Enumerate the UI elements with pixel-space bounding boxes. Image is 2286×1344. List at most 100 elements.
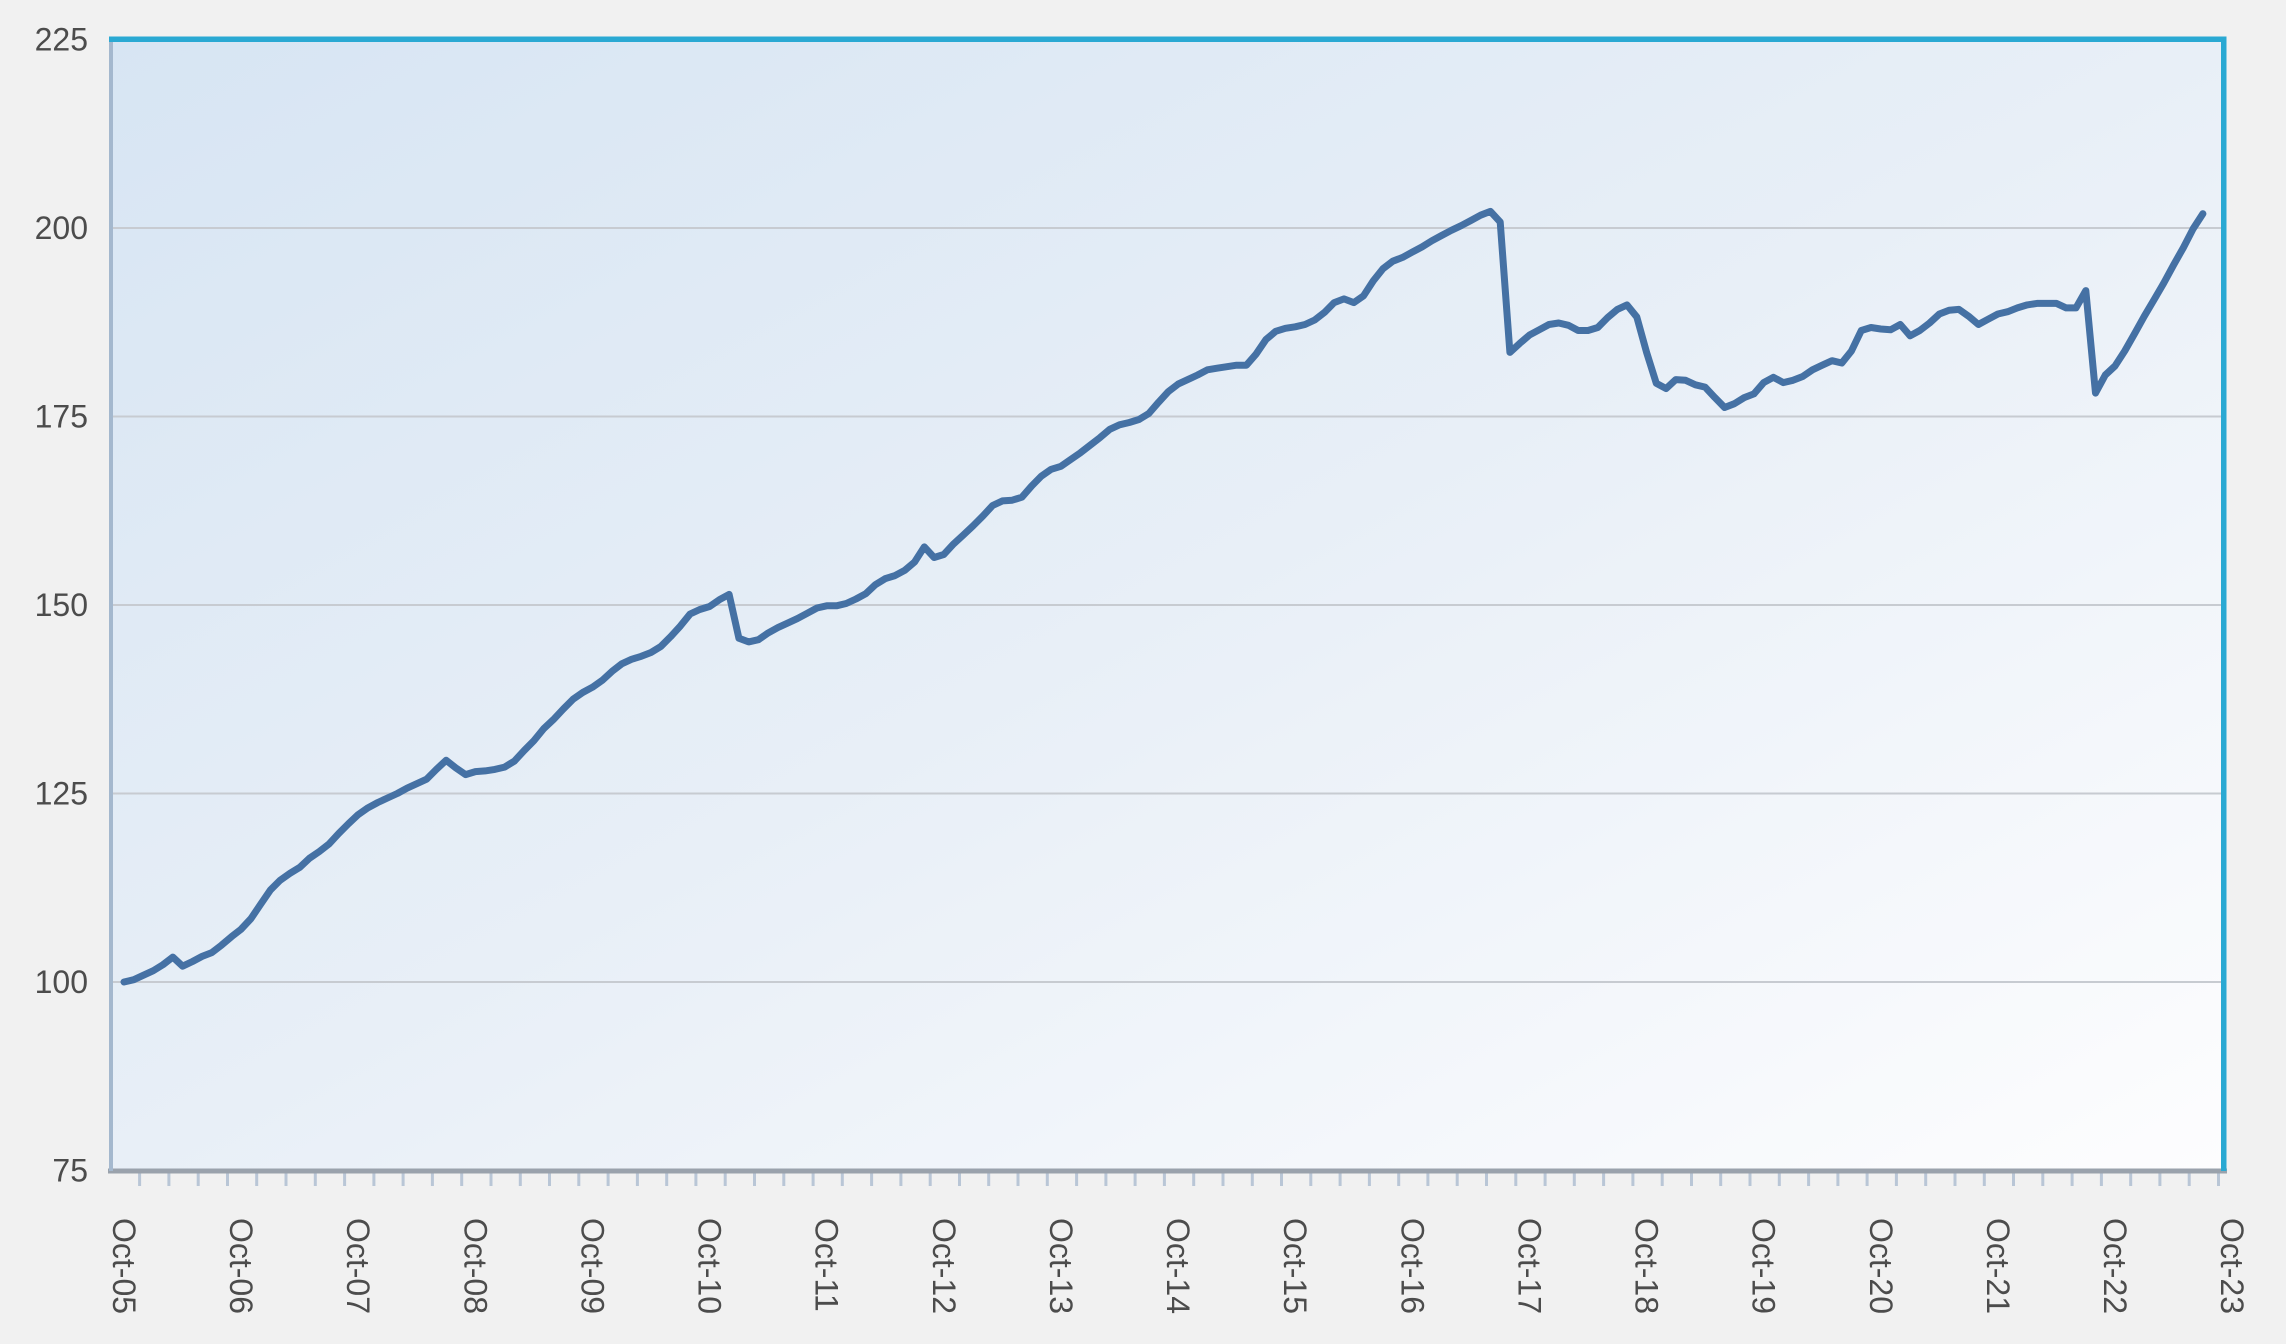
x-minor-tick: [1426, 1173, 1430, 1186]
x-minor-tick: [1045, 1173, 1049, 1186]
x-minor-tick: [1192, 1173, 1196, 1186]
x-minor-tick: [2041, 1173, 2045, 1186]
y-axis-label: 75: [52, 1153, 88, 1189]
x-minor-tick: [840, 1173, 844, 1186]
plot-border-top: [109, 36, 2227, 42]
x-minor-tick: [870, 1173, 874, 1186]
x-minor-tick: [460, 1173, 464, 1186]
x-minor-tick: [2158, 1173, 2162, 1186]
x-minor-tick: [138, 1173, 142, 1186]
x-minor-tick: [401, 1173, 405, 1186]
x-minor-tick: [1309, 1173, 1313, 1186]
x-minor-tick: [284, 1173, 288, 1186]
y-axis-label: 200: [35, 210, 88, 246]
x-axis-label: Oct-19: [1746, 1218, 1782, 1314]
x-minor-tick: [2012, 1173, 2015, 1186]
x-minor-tick: [548, 1173, 551, 1186]
x-minor-tick: [196, 1173, 200, 1186]
x-minor-tick: [255, 1173, 259, 1186]
y-axis-labels: 75 100 125 150 175 200 225: [35, 22, 88, 1189]
x-minor-tick: [1572, 1173, 1576, 1186]
x-axis-label: Oct-07: [340, 1218, 376, 1314]
y-axis-label: 100: [35, 964, 88, 1000]
x-minor-tick: [372, 1173, 376, 1186]
x-minor-tick: [1514, 1173, 1518, 1186]
x-axis-label: Oct-13: [1043, 1218, 1079, 1314]
x-axis-label: Oct-20: [1863, 1218, 1899, 1314]
x-minor-tick: [1455, 1173, 1459, 1186]
x-minor-tick: [1280, 1173, 1283, 1186]
x-minor-tick: [635, 1173, 639, 1186]
x-minor-tick: [1777, 1173, 1781, 1186]
x-minor-tick: [1162, 1173, 1166, 1186]
x-minor-tick: [811, 1173, 815, 1186]
y-gridlines: [112, 227, 2222, 983]
x-axis-label: Oct-12: [926, 1218, 962, 1314]
x-minor-tick: [343, 1173, 347, 1186]
x-axis-label: Oct-17: [1511, 1218, 1547, 1314]
x-minor-tick: [1543, 1173, 1547, 1186]
x-minor-tick: [928, 1173, 932, 1186]
x-axis-label: Oct-09: [575, 1218, 611, 1314]
x-axis-label: Oct-08: [457, 1218, 493, 1314]
x-minor-tick: [1748, 1173, 1752, 1186]
x-minor-tick: [1719, 1173, 1723, 1186]
x-minor-tick: [2187, 1173, 2191, 1186]
x-minor-tick: [1104, 1173, 1108, 1186]
x-axis-label: Oct-14: [1160, 1218, 1196, 1314]
y-axis-label: 150: [35, 587, 88, 623]
x-minor-ticks: [138, 1173, 2220, 1186]
x-minor-tick: [313, 1173, 317, 1186]
x-minor-tick: [1924, 1173, 1928, 1186]
x-minor-tick: [1865, 1173, 1869, 1186]
x-minor-tick: [518, 1173, 522, 1186]
x-minor-tick: [694, 1173, 698, 1186]
x-axis-labels: Oct-05 Oct-06 Oct-07 Oct-08 Oct-09 Oct-10 Oct-…: [106, 1218, 2250, 1314]
x-minor-tick: [430, 1173, 434, 1186]
x-minor-tick: [1338, 1173, 1342, 1186]
x-minor-tick: [1250, 1173, 1254, 1186]
x-minor-tick: [1953, 1173, 1957, 1186]
x-minor-tick: [723, 1173, 727, 1186]
x-minor-tick: [1221, 1173, 1225, 1186]
x-axis-label: Oct-23: [2214, 1218, 2250, 1314]
x-minor-tick: [665, 1173, 669, 1186]
x-minor-tick: [782, 1173, 786, 1186]
x-minor-tick: [2099, 1173, 2103, 1186]
x-minor-tick: [1397, 1173, 1401, 1186]
x-minor-tick: [226, 1173, 229, 1186]
x-minor-tick: [753, 1173, 756, 1186]
x-axis-label: Oct-05: [106, 1218, 142, 1314]
x-minor-tick: [987, 1173, 991, 1186]
x-axis-line: [108, 1168, 2227, 1174]
x-minor-tick: [2129, 1173, 2133, 1186]
x-axis-label: Oct-10: [692, 1218, 728, 1314]
x-minor-tick: [1075, 1173, 1079, 1186]
x-axis-label: Oct-22: [2097, 1218, 2133, 1314]
x-axis-label: Oct-16: [1394, 1218, 1430, 1314]
x-minor-tick: [1894, 1173, 1898, 1186]
x-minor-tick: [2217, 1173, 2220, 1186]
x-minor-tick: [489, 1173, 493, 1186]
y-axis-label: 125: [35, 776, 88, 812]
series-line: [120, 207, 2207, 986]
x-minor-tick: [1982, 1173, 1986, 1186]
x-axis-label: Oct-11: [809, 1218, 845, 1312]
x-minor-tick: [167, 1173, 171, 1186]
y-axis-label: 175: [35, 399, 88, 435]
x-minor-tick: [899, 1173, 903, 1186]
x-minor-tick: [2070, 1173, 2074, 1186]
x-minor-tick: [1836, 1173, 1840, 1186]
x-minor-tick: [606, 1173, 610, 1186]
x-minor-tick: [577, 1173, 581, 1186]
x-minor-tick: [1485, 1173, 1488, 1186]
x-minor-tick: [1631, 1173, 1635, 1186]
x-axis-label: Oct-06: [223, 1218, 259, 1314]
x-minor-tick: [1133, 1173, 1137, 1186]
x-minor-tick: [1807, 1173, 1811, 1186]
x-minor-tick: [958, 1173, 961, 1186]
x-minor-tick: [1367, 1173, 1371, 1186]
x-minor-tick: [1016, 1173, 1020, 1186]
